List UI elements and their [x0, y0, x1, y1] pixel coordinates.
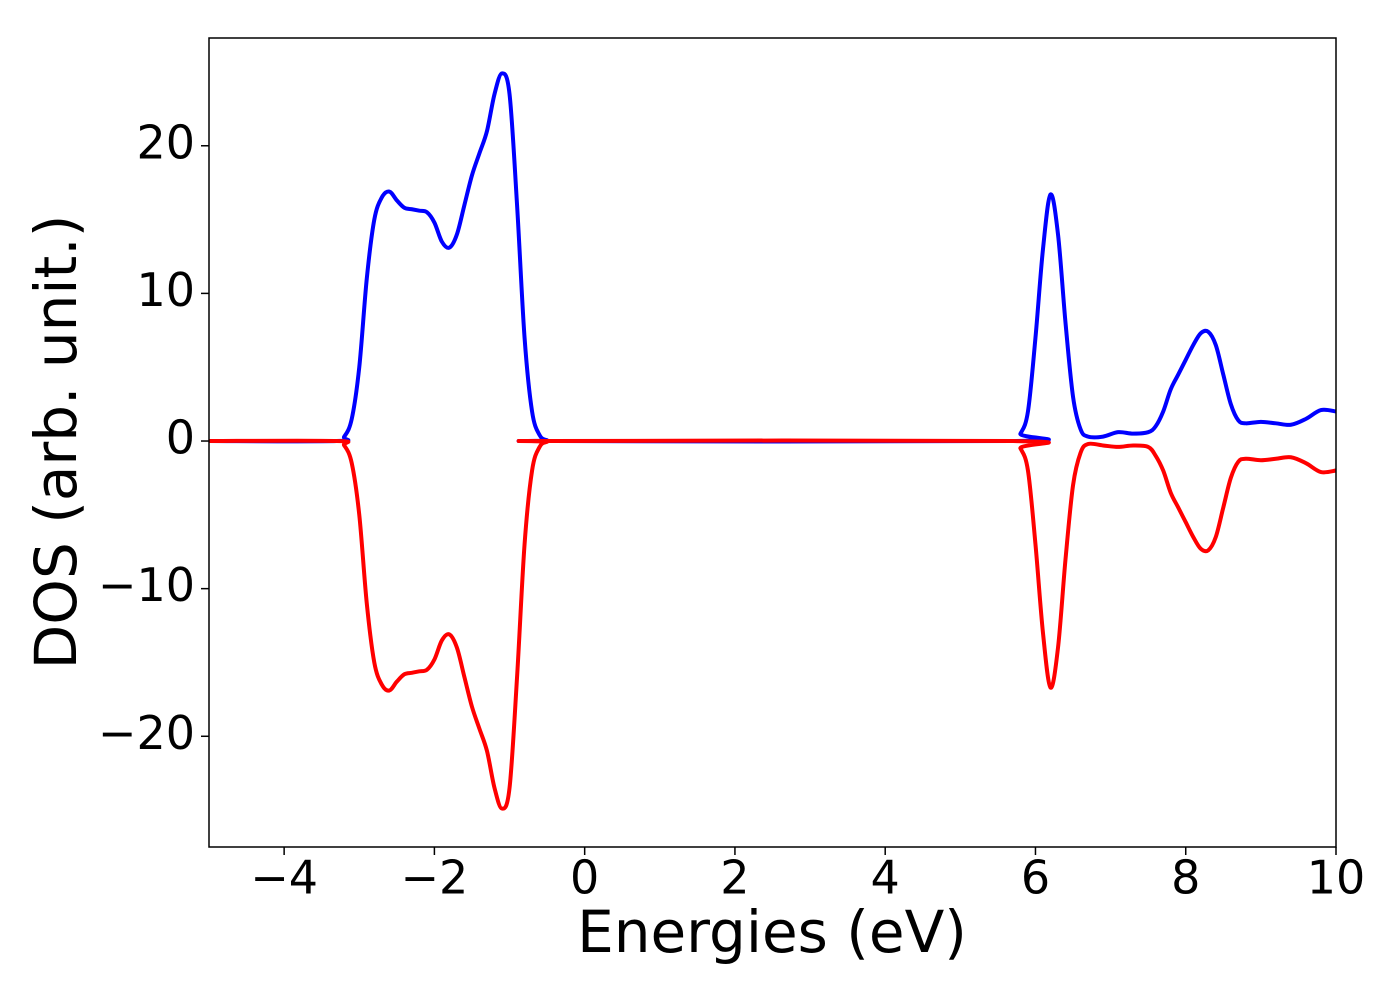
x-tick-label: 10 [1307, 851, 1366, 905]
dos-line [209, 438, 1336, 811]
y-tick-label: 20 [136, 115, 195, 169]
x-tick-label: −4 [250, 851, 318, 905]
y-axis-label: DOS (arb. unit.) [22, 215, 90, 670]
y-tick-label: −10 [98, 558, 195, 612]
y-tick-label: 0 [166, 411, 195, 465]
y-tick-label: −20 [98, 706, 195, 760]
x-tick-label: 4 [871, 851, 900, 905]
x-tick-label: 0 [570, 851, 599, 905]
x-axis-label: Energies (eV) [577, 898, 967, 966]
y-tick-label: 10 [136, 263, 195, 317]
x-tick-label: 2 [720, 851, 749, 905]
x-tick-label: 6 [1021, 851, 1050, 905]
x-tick-label: −2 [400, 851, 468, 905]
plot-frame [208, 37, 1337, 848]
x-tick-label: 8 [1171, 851, 1200, 905]
